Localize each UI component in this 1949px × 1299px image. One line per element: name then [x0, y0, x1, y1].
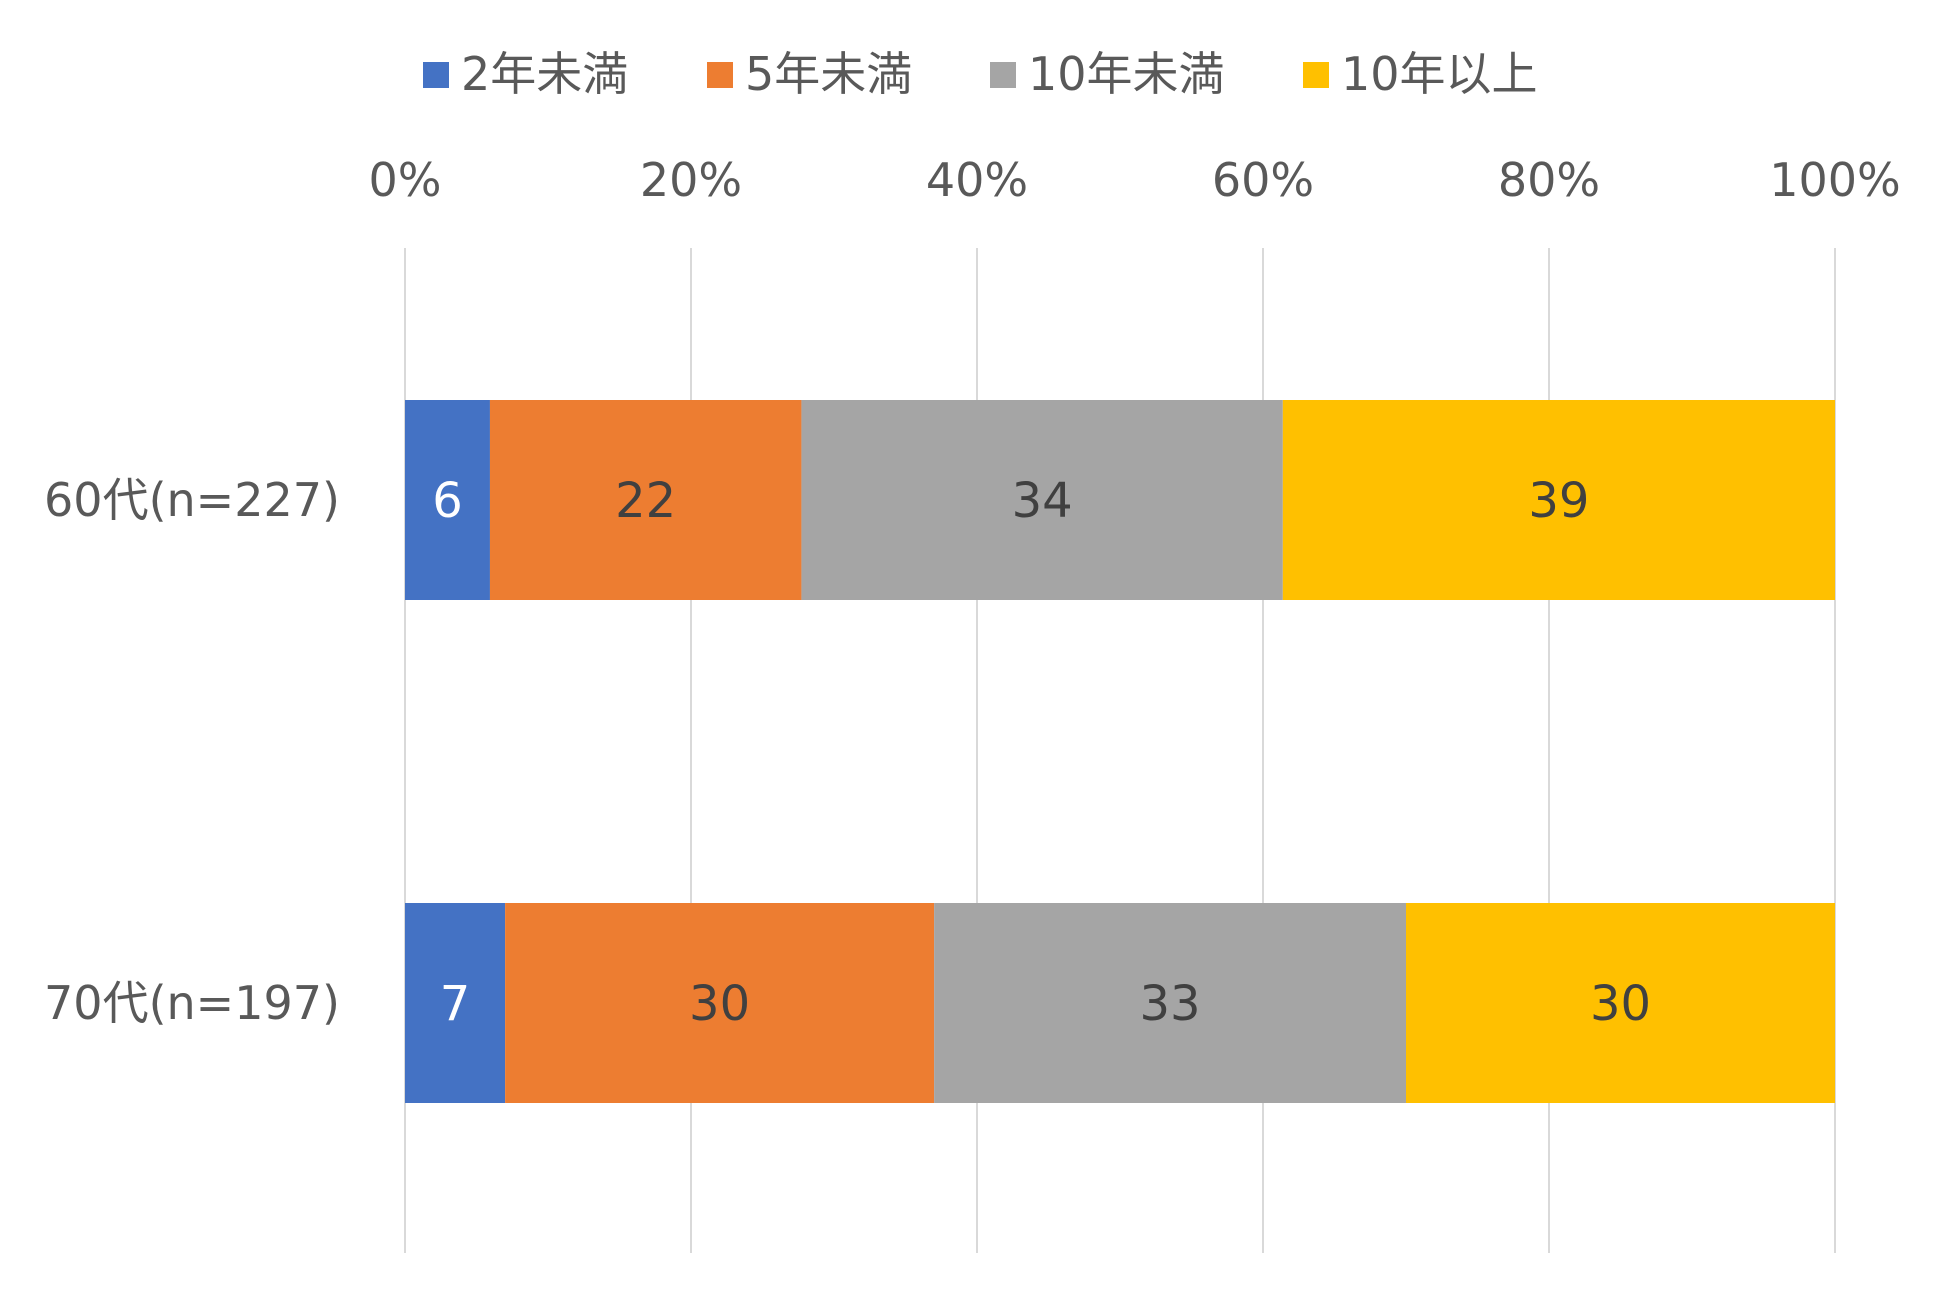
legend-swatch-1: [707, 62, 733, 88]
x-tick-label: 0%: [369, 153, 442, 207]
bar-segment-0-1: [489, 400, 802, 600]
bars: 6 22 34 39 7 30 33 30: [405, 400, 1835, 1103]
legend-label-0: 2年未満: [461, 47, 628, 101]
data-label-0-3: 39: [1528, 473, 1589, 529]
category-label-1: 70代(n=197): [44, 976, 340, 1030]
x-axis-tick-labels: 0% 20% 40% 60% 80% 100%: [369, 153, 1901, 207]
bar-segment-1-3: [1406, 903, 1835, 1103]
legend: 2年未満 5年未満 10年未満 10年以上: [423, 47, 1538, 101]
data-label-1-1: 30: [689, 976, 750, 1032]
legend-label-2: 10年未満: [1028, 47, 1225, 101]
data-label-0-2: 34: [1012, 473, 1073, 529]
category-label-0: 60代(n=227): [44, 473, 340, 527]
data-label-0-1: 22: [615, 473, 676, 529]
x-tick-label: 80%: [1498, 153, 1600, 207]
data-label-1-2: 33: [1140, 976, 1201, 1032]
bar-segment-0-0: [405, 400, 490, 600]
data-label-0-0: 6: [432, 473, 463, 529]
bar-segment-0-2: [801, 400, 1283, 600]
x-tick-label: 40%: [926, 153, 1028, 207]
x-tick-label: 20%: [640, 153, 742, 207]
bar-segment-1-1: [505, 903, 935, 1103]
category-labels: 60代(n=227) 70代(n=197): [44, 473, 340, 1030]
data-label-1-0: 7: [440, 976, 471, 1032]
x-tick-label: 60%: [1212, 153, 1314, 207]
legend-swatch-3: [1303, 62, 1329, 88]
x-tick-label: 100%: [1769, 153, 1901, 207]
bar-segment-0-3: [1282, 400, 1835, 600]
legend-label-3: 10年以上: [1341, 47, 1538, 101]
bar-segment-1-2: [934, 903, 1406, 1103]
bar-segment-1-0: [405, 903, 506, 1103]
legend-swatch-0: [423, 62, 449, 88]
data-label-1-3: 30: [1590, 976, 1651, 1032]
legend-label-1: 5年未満: [745, 47, 912, 101]
legend-swatch-2: [990, 62, 1016, 88]
